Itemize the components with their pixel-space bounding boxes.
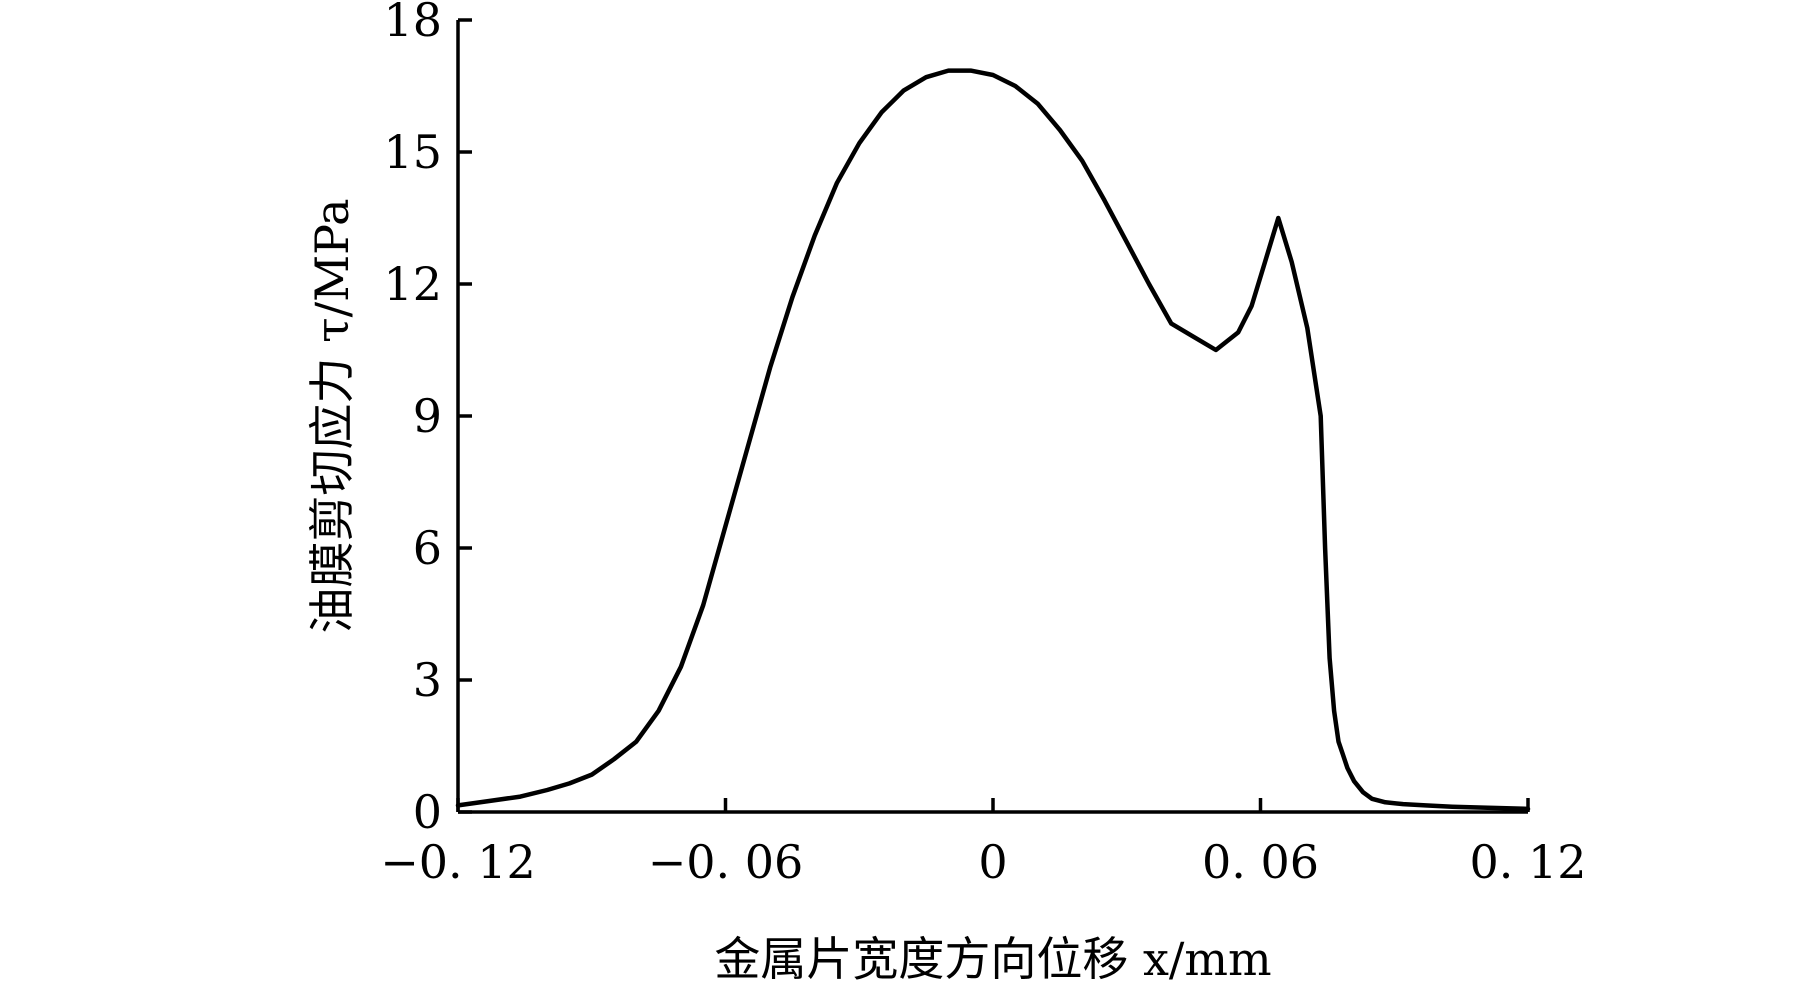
x-axis-title: 金属片宽度方向位移 x/mm	[714, 932, 1271, 986]
series-layer	[455, 68, 1531, 812]
axes	[456, 20, 1528, 814]
y-tick-label: 0	[413, 785, 442, 839]
x-tick-label: 0	[978, 835, 1007, 889]
x-tick-label: −0. 12	[380, 835, 536, 889]
series-line	[455, 68, 1531, 812]
x-ticks: −0. 12 −0. 06 0 0. 06 0. 12	[380, 798, 1587, 889]
y-tick-label: 9	[413, 389, 442, 443]
y-tick-label: 15	[383, 125, 442, 179]
y-tick-label: 12	[383, 257, 442, 311]
y-tick-label: 18	[383, 0, 442, 47]
x-tick-label: −0. 06	[648, 835, 804, 889]
y-axis-title: 油膜剪切应力 τ/MPa	[305, 199, 359, 634]
x-tick-label: 0. 12	[1469, 835, 1586, 889]
y-ticks: 0 3 6 9 12 15 18	[383, 0, 472, 839]
y-tick-label: 3	[413, 653, 442, 707]
y-tick-label: 6	[413, 521, 442, 575]
x-tick-label: 0. 06	[1202, 835, 1319, 889]
